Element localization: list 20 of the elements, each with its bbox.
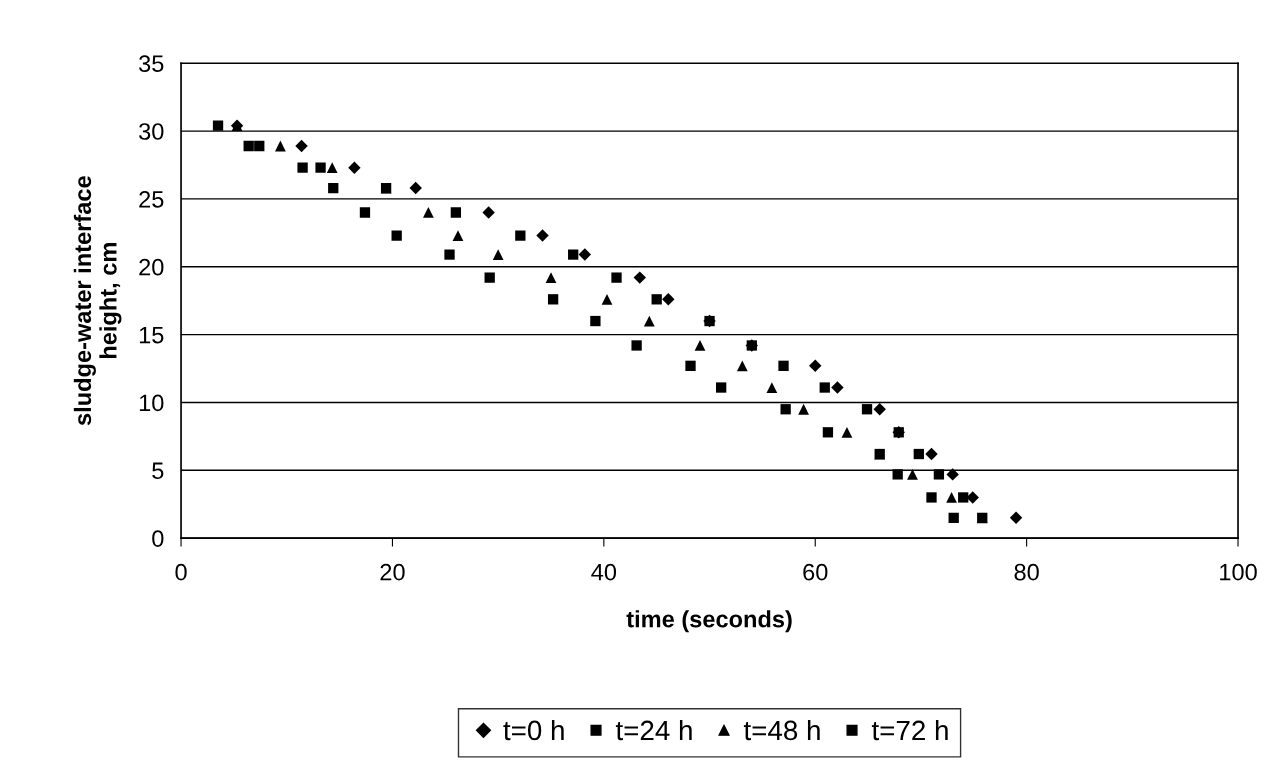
x-tick-label: 60 <box>803 563 828 581</box>
x-tick-label: 0 <box>175 563 187 581</box>
x-tick-label: 100 <box>1220 563 1257 581</box>
y-tick-label: 0 <box>152 530 164 547</box>
y-tick-label: 5 <box>152 462 164 480</box>
y-tick-label: 10 <box>139 394 164 412</box>
y-tick-label: 25 <box>139 190 164 208</box>
legend-label: t=48 h <box>743 719 820 741</box>
x-tick-label: 20 <box>380 563 405 581</box>
x-tick-label: 80 <box>1014 563 1039 581</box>
legend-label: t=72 h <box>871 719 948 741</box>
legend-label: t=0 h <box>503 719 564 741</box>
legend-label: t=24 h <box>615 719 692 741</box>
y-tick-label: 20 <box>139 258 164 276</box>
y-axis-title: sludge-water interface height, cm <box>73 176 122 426</box>
y-tick-label: 15 <box>139 326 164 344</box>
x-axis-title: time (seconds) <box>626 610 792 633</box>
y-tick-label: 35 <box>139 55 164 73</box>
y-tick-label: 30 <box>139 123 164 140</box>
x-tick-label: 40 <box>591 563 617 581</box>
